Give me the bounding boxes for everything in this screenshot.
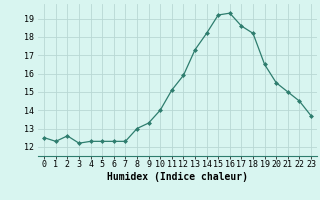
X-axis label: Humidex (Indice chaleur): Humidex (Indice chaleur) (107, 172, 248, 182)
